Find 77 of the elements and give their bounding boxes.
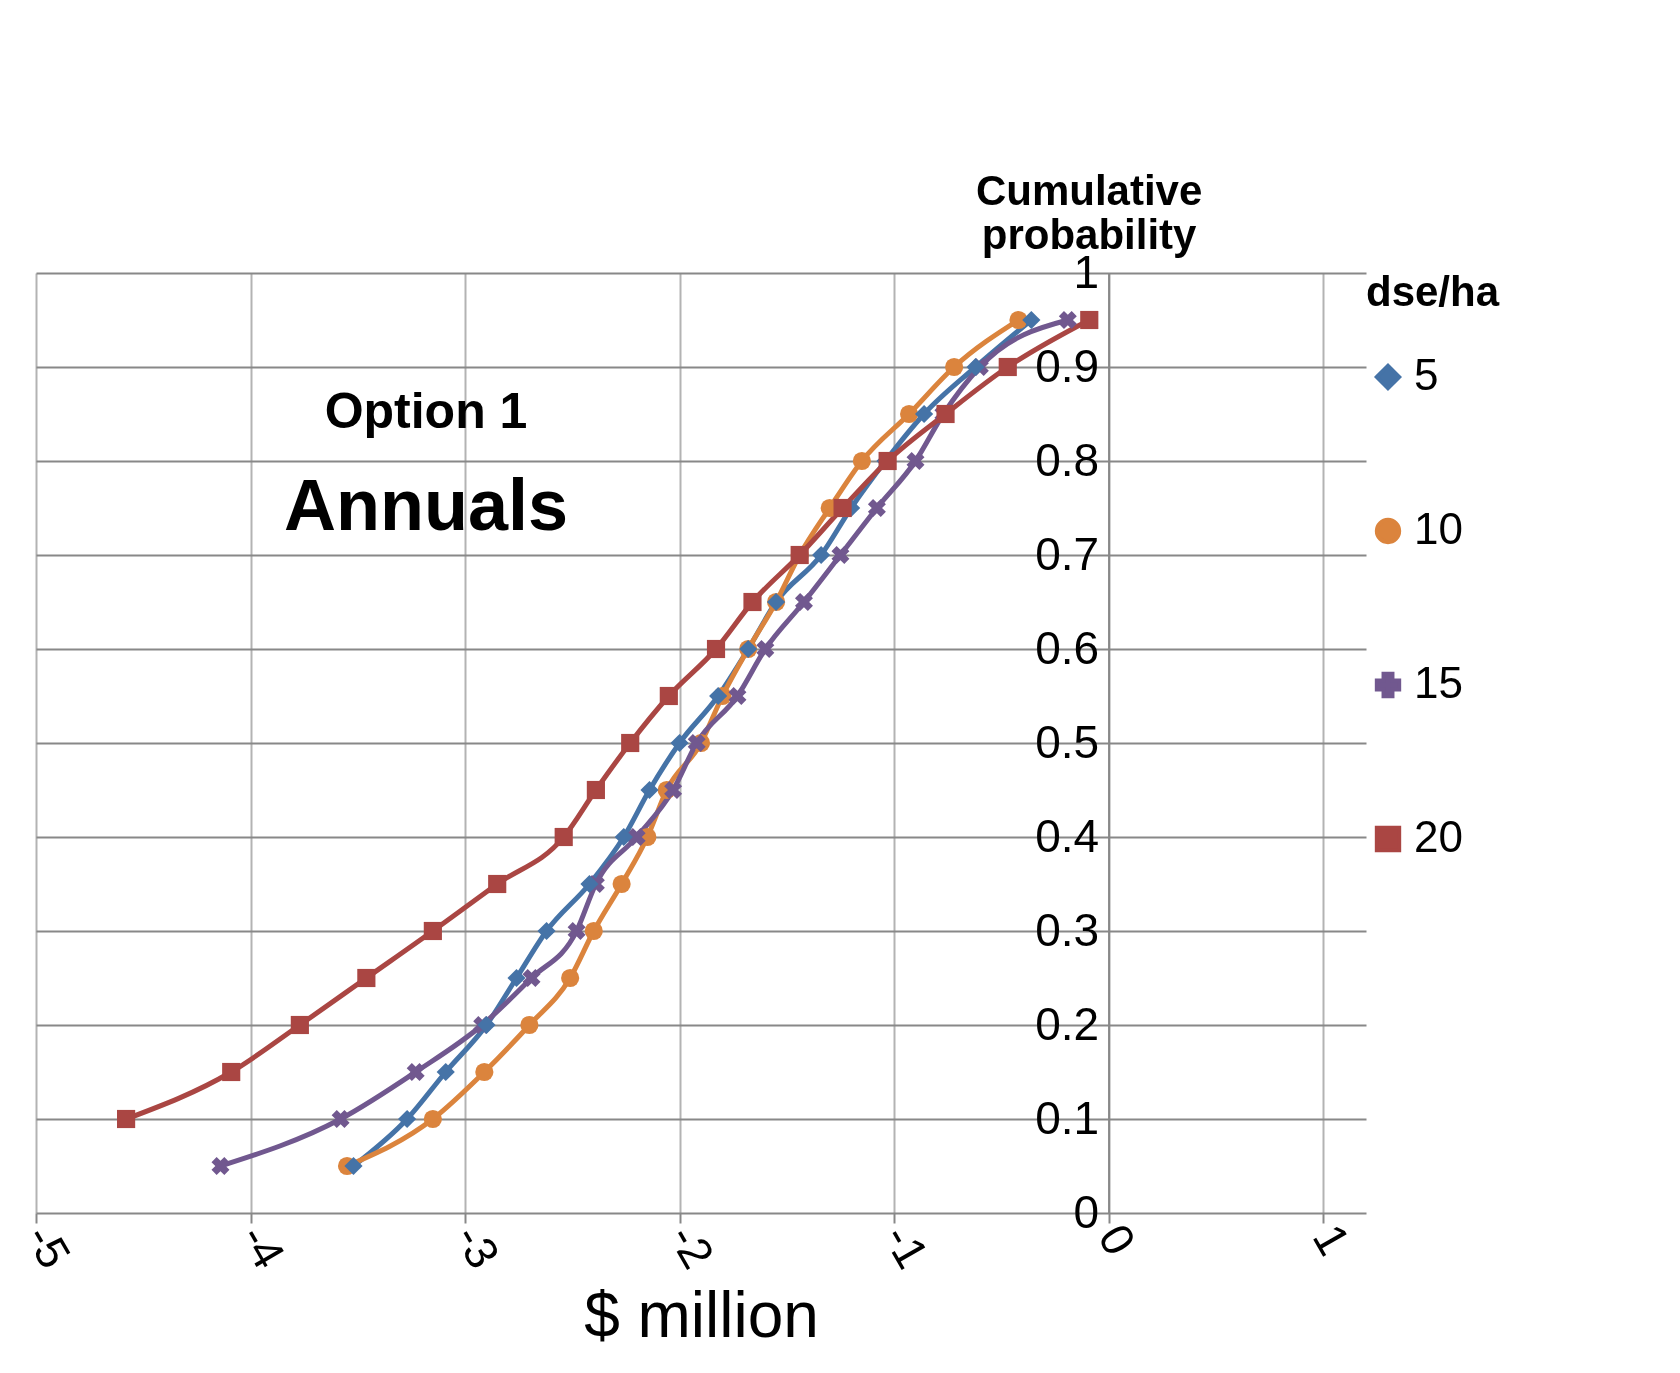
point	[612, 874, 631, 894]
point	[812, 545, 831, 565]
x-tick-label: -5	[15, 1215, 82, 1277]
point	[406, 1063, 425, 1081]
point	[794, 593, 813, 611]
point	[554, 827, 573, 847]
point	[998, 357, 1017, 377]
point	[520, 1015, 539, 1035]
point	[670, 733, 689, 753]
point	[436, 1062, 455, 1082]
point	[475, 1062, 494, 1082]
point	[906, 452, 925, 470]
point	[561, 968, 580, 988]
point	[659, 686, 678, 706]
y-tick-label: 0.3	[1035, 903, 1100, 956]
point	[537, 921, 556, 941]
point	[614, 827, 633, 847]
point	[584, 921, 603, 941]
point	[915, 404, 934, 424]
point	[488, 874, 507, 894]
y-tick-label: 0.9	[1035, 339, 1100, 392]
x-tick-label: -4	[230, 1215, 296, 1277]
x-axis-title: $ million	[584, 1279, 819, 1352]
x-tick-label: -2	[659, 1215, 725, 1277]
point	[621, 733, 640, 753]
legend-label: 10	[1414, 504, 1463, 553]
point	[331, 1110, 350, 1128]
point	[1022, 310, 1041, 330]
y-tick-label: 0.5	[1035, 715, 1100, 768]
point	[398, 1109, 417, 1129]
point	[852, 451, 871, 471]
point	[709, 686, 728, 706]
point	[867, 499, 886, 517]
x-tick-label: -1	[873, 1215, 940, 1277]
point	[756, 640, 775, 658]
point	[966, 357, 985, 377]
point	[687, 734, 706, 752]
legend-label: 5	[1414, 350, 1439, 399]
y-tick-label: 0.2	[1035, 997, 1100, 1050]
point	[580, 874, 599, 894]
x-tick-label: 1	[1302, 1215, 1361, 1264]
point	[833, 498, 852, 518]
point	[627, 828, 646, 846]
y-tick-label: 0.8	[1035, 433, 1100, 486]
point	[344, 1156, 363, 1176]
point	[117, 1109, 136, 1129]
point	[640, 780, 659, 800]
x-tick-label: -3	[444, 1215, 511, 1277]
y-tick-label: 0.7	[1035, 527, 1100, 580]
y-tick-label: 0.1	[1035, 1091, 1100, 1144]
point	[211, 1157, 230, 1175]
point	[357, 968, 376, 988]
point	[423, 921, 442, 941]
y-tick-label: 0.6	[1035, 621, 1100, 674]
legend-label: 15	[1414, 658, 1463, 707]
point	[522, 969, 541, 987]
point	[706, 639, 726, 659]
y-tick-label: 0.4	[1035, 809, 1100, 862]
point	[1058, 311, 1077, 329]
point	[477, 1015, 496, 1035]
point	[222, 1062, 241, 1082]
point	[945, 357, 964, 377]
point	[290, 1015, 309, 1035]
point	[728, 687, 747, 705]
point	[1080, 310, 1099, 330]
legend-title: dse/ha	[1366, 268, 1500, 315]
point	[743, 592, 762, 612]
legend-label: 20	[1414, 812, 1463, 861]
annotation: Option 1	[324, 383, 528, 439]
point	[664, 781, 683, 799]
point	[507, 968, 526, 988]
annotation: Annuals	[283, 465, 569, 545]
point	[567, 922, 586, 940]
point	[900, 404, 919, 424]
point	[831, 546, 850, 564]
point	[586, 780, 605, 800]
point	[423, 1109, 442, 1129]
